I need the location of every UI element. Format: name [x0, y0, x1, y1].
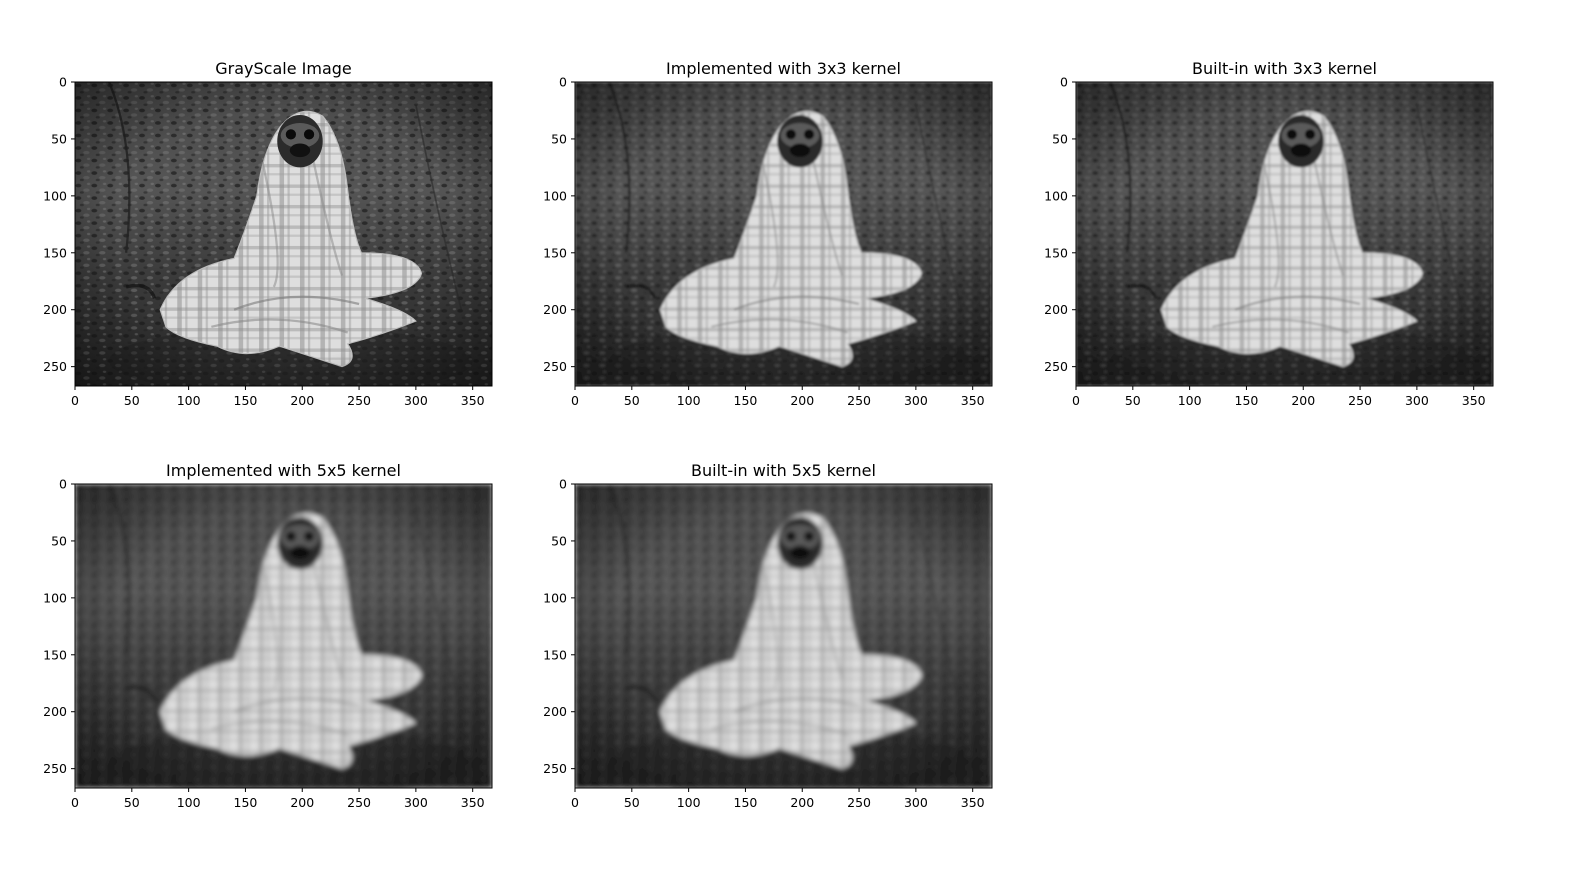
x-tick-label: 100	[677, 795, 701, 810]
x-tick-label: 350	[1462, 393, 1486, 408]
image-plot	[75, 82, 492, 386]
y-tick-label: 100	[43, 188, 67, 203]
x-tick-label: 350	[461, 795, 485, 810]
y-tick-label: 0	[1060, 75, 1068, 90]
x-tick-label: 0	[71, 393, 79, 408]
x-tick-label: 100	[177, 393, 201, 408]
x-tick-label: 0	[1072, 393, 1080, 408]
panels: GrayScale Image 0 50 100 150 200 250 300 350 0 50 1…	[43, 59, 1494, 810]
y-tick-label: 150	[1044, 245, 1068, 260]
y-tick-label: 250	[43, 359, 67, 374]
y-tick-label: 50	[1052, 131, 1068, 146]
y-tick-label: 200	[43, 302, 67, 317]
y-tick-label: 50	[51, 131, 67, 146]
x-tick-label: 0	[71, 795, 79, 810]
y-tick-label: 250	[543, 761, 567, 776]
y-tick-label: 100	[543, 188, 567, 203]
y-tick-label: 150	[543, 647, 567, 662]
x-tick-label: 300	[1405, 393, 1429, 408]
y-tick-label: 200	[1044, 302, 1068, 317]
x-tick-label: 0	[571, 393, 579, 408]
y-tick-label: 0	[59, 477, 67, 492]
x-tick-label: 100	[1178, 393, 1202, 408]
x-tick-label: 250	[1348, 393, 1372, 408]
y-tick-label: 50	[551, 131, 567, 146]
y-tick-label: 50	[51, 533, 67, 548]
image-plot	[1076, 82, 1493, 386]
x-tick-label: 200	[290, 393, 314, 408]
y-tick-label: 50	[551, 533, 567, 548]
panel-title: Implemented with 5x5 kernel	[166, 461, 401, 480]
x-tick-label: 250	[847, 393, 871, 408]
panel-2: Implemented with 3x3 kernel 0 50 100 150 200 2…	[543, 59, 993, 408]
y-tick-label: 150	[543, 245, 567, 260]
x-tick-label: 0	[571, 795, 579, 810]
x-tick-label: 350	[961, 795, 985, 810]
x-tick-label: 50	[624, 795, 640, 810]
x-tick-label: 50	[124, 393, 140, 408]
y-tick-label: 150	[43, 647, 67, 662]
x-tick-label: 150	[234, 393, 258, 408]
x-tick-label: 100	[177, 795, 201, 810]
x-tick-label: 200	[790, 795, 814, 810]
y-tick-label: 0	[559, 477, 567, 492]
y-tick-label: 0	[59, 75, 67, 90]
y-tick-label: 200	[543, 704, 567, 719]
x-tick-label: 150	[734, 795, 758, 810]
y-tick-label: 100	[1044, 188, 1068, 203]
x-tick-label: 50	[624, 393, 640, 408]
x-tick-label: 250	[847, 795, 871, 810]
x-tick-label: 50	[1125, 393, 1141, 408]
x-tick-label: 150	[1235, 393, 1259, 408]
y-tick-label: 0	[559, 75, 567, 90]
x-tick-label: 200	[1291, 393, 1315, 408]
y-tick-label: 100	[543, 590, 567, 605]
axes-frame	[74, 81, 493, 387]
y-tick-label: 200	[43, 704, 67, 719]
x-tick-label: 300	[404, 393, 428, 408]
axes-frame	[574, 81, 993, 387]
x-tick-label: 300	[904, 393, 928, 408]
axes-frame	[1075, 81, 1494, 387]
y-tick-label: 150	[43, 245, 67, 260]
panel-title: Built-in with 5x5 kernel	[691, 461, 876, 480]
image-plot	[75, 484, 492, 788]
axes-frame	[574, 483, 993, 789]
panel-4: Implemented with 5x5 kernel 0 50 100 150 200 2…	[43, 461, 493, 810]
image-plot	[575, 484, 992, 788]
x-tick-label: 200	[790, 393, 814, 408]
y-tick-label: 200	[543, 302, 567, 317]
x-tick-label: 200	[290, 795, 314, 810]
panel-title: Implemented with 3x3 kernel	[666, 59, 901, 78]
panel-1: GrayScale Image 0 50 100 150 200 250 300 350 0 50 1…	[43, 59, 493, 408]
x-tick-label: 50	[124, 795, 140, 810]
panel-5: Built-in with 5x5 kernel 0 50 100 150 200 250 3…	[543, 461, 993, 810]
panel-3: Built-in with 3x3 kernel 0 50 100 150 200 250 3…	[1044, 59, 1494, 408]
y-tick-label: 250	[1044, 359, 1068, 374]
x-tick-label: 150	[734, 393, 758, 408]
x-tick-label: 300	[404, 795, 428, 810]
x-tick-label: 250	[347, 393, 371, 408]
y-tick-label: 250	[43, 761, 67, 776]
y-tick-label: 250	[543, 359, 567, 374]
x-tick-label: 250	[347, 795, 371, 810]
panel-title: Built-in with 3x3 kernel	[1192, 59, 1377, 78]
panel-title: GrayScale Image	[215, 59, 352, 78]
x-tick-label: 100	[677, 393, 701, 408]
axes-frame	[74, 483, 493, 789]
x-tick-label: 350	[461, 393, 485, 408]
x-tick-label: 350	[961, 393, 985, 408]
x-tick-label: 300	[904, 795, 928, 810]
x-tick-label: 150	[234, 795, 258, 810]
y-tick-label: 100	[43, 590, 67, 605]
image-plot	[575, 82, 992, 386]
